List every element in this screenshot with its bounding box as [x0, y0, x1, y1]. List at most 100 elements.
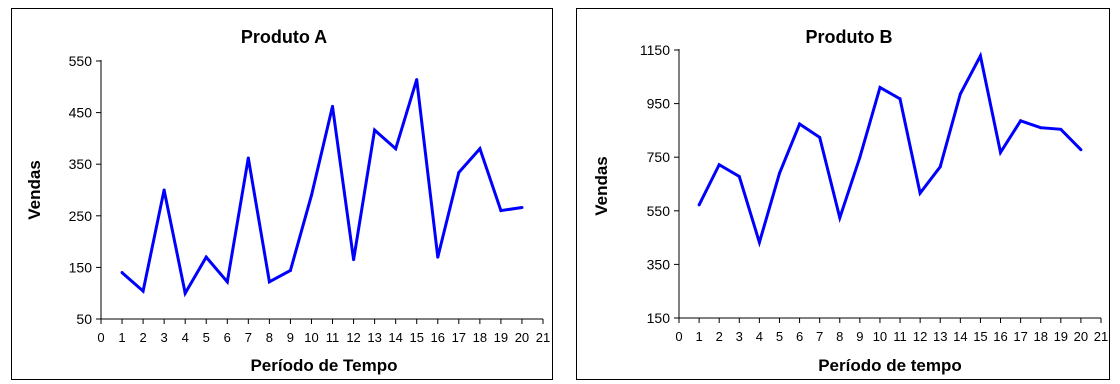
x-tick-label: 1 [695, 329, 702, 344]
x-tick-label: 15 [973, 329, 987, 344]
x-tick-label: 19 [1054, 329, 1068, 344]
y-axis-label: Vendas [25, 160, 44, 220]
x-tick-label: 10 [304, 330, 318, 345]
series-line [697, 51, 1082, 248]
x-tick-label: 2 [716, 329, 723, 344]
x-tick-label: 4 [756, 329, 763, 344]
data-point [697, 203, 701, 207]
x-tick-label: 20 [515, 330, 529, 345]
x-tick-label: 14 [953, 329, 967, 344]
x-tick-label: 16 [993, 329, 1007, 344]
data-point [978, 54, 982, 58]
data-point [183, 291, 187, 295]
y-tick-label: 350 [69, 156, 93, 172]
x-tick-label: 14 [388, 330, 402, 345]
data-point [204, 255, 208, 259]
data-point [457, 170, 461, 174]
data-point [120, 271, 124, 275]
data-point [520, 206, 524, 210]
x-tick-label: 11 [893, 329, 907, 344]
data-point [777, 171, 781, 175]
data-point [225, 280, 229, 284]
data-point [246, 156, 250, 160]
x-tick-label: 15 [409, 330, 423, 345]
x-tick-label: 5 [776, 329, 783, 344]
chart-panel-produto-a: Produto A Vendas Período de Tempo 50 150 250 3… [11, 8, 553, 380]
x-tick-label: 0 [97, 330, 104, 345]
x-axis-label: Período de tempo [818, 356, 962, 375]
x-tick-label: 9 [856, 329, 863, 344]
y-axis-label: Vendas [592, 156, 611, 216]
y-tick-label: 150 [69, 259, 93, 275]
x-tick-label: 20 [1074, 329, 1088, 344]
data-point [757, 240, 761, 244]
data-point [331, 104, 335, 108]
data-point [394, 147, 398, 151]
data-point [958, 92, 962, 96]
y-tick-label: 550 [69, 53, 93, 69]
x-tick-label: 5 [203, 330, 210, 345]
x-tick-label: 0 [675, 329, 682, 344]
series-line [121, 79, 523, 298]
y-tick-label: 550 [647, 203, 671, 219]
x-tick-label: 7 [245, 330, 252, 345]
data-point [162, 188, 166, 192]
data-point [141, 289, 145, 293]
chart-title: Produto A [241, 27, 327, 47]
data-point [309, 193, 313, 197]
data-point [415, 78, 419, 82]
x-tick-label: 13 [367, 330, 381, 345]
x-tick-label: 19 [494, 330, 508, 345]
x-tick-label: 4 [182, 330, 189, 345]
x-tick-label: 6 [224, 330, 231, 345]
data-point [1019, 119, 1023, 123]
data-point [1059, 127, 1063, 131]
x-tick-label: 3 [736, 329, 743, 344]
x-tick-label: 12 [913, 329, 927, 344]
data-point [938, 165, 942, 169]
data-point [1039, 126, 1043, 130]
chart-title: Produto B [806, 27, 893, 47]
x-tick-label: 18 [1033, 329, 1047, 344]
data-point [737, 174, 741, 178]
x-tick-label: 21 [536, 330, 550, 345]
y-tick-label: 250 [69, 208, 93, 224]
x-tick-label: 13 [933, 329, 947, 344]
data-point [717, 163, 721, 167]
data-point [818, 135, 822, 139]
x-tick-label: 21 [1094, 329, 1108, 344]
data-point [288, 268, 292, 272]
data-point [352, 258, 356, 262]
x-tick-label: 1 [118, 330, 125, 345]
data-point [918, 191, 922, 195]
data-point [898, 97, 902, 101]
x-tick-label: 17 [452, 330, 466, 345]
y-tick-label: 350 [647, 256, 671, 272]
y-tick-label: 1150 [640, 42, 670, 58]
x-tick-label: 7 [816, 329, 823, 344]
x-tick-label: 9 [287, 330, 294, 345]
y-tick-label: 950 [647, 96, 671, 112]
x-tick-label: 3 [161, 330, 168, 345]
x-axis-label: Período de Tempo [250, 356, 397, 375]
data-point [878, 86, 882, 90]
x-tick-label: 17 [1013, 329, 1027, 344]
data-point [499, 209, 503, 213]
data-point [436, 255, 440, 259]
chart-panel-produto-b: Produto B Vendas Período de tempo 150 350 550… [576, 8, 1110, 380]
y-tick-label: 150 [647, 310, 671, 326]
data-point [858, 155, 862, 159]
x-tick-label: 16 [431, 330, 445, 345]
x-tick-label: 10 [873, 329, 887, 344]
x-tick-label: 8 [266, 330, 273, 345]
data-point [267, 280, 271, 284]
x-tick-label: 12 [346, 330, 360, 345]
x-tick-label: 11 [326, 330, 340, 345]
data-point [1079, 148, 1083, 152]
x-tick-label: 8 [836, 329, 843, 344]
data-point [373, 128, 377, 132]
data-point [999, 150, 1003, 154]
data-point [798, 122, 802, 126]
